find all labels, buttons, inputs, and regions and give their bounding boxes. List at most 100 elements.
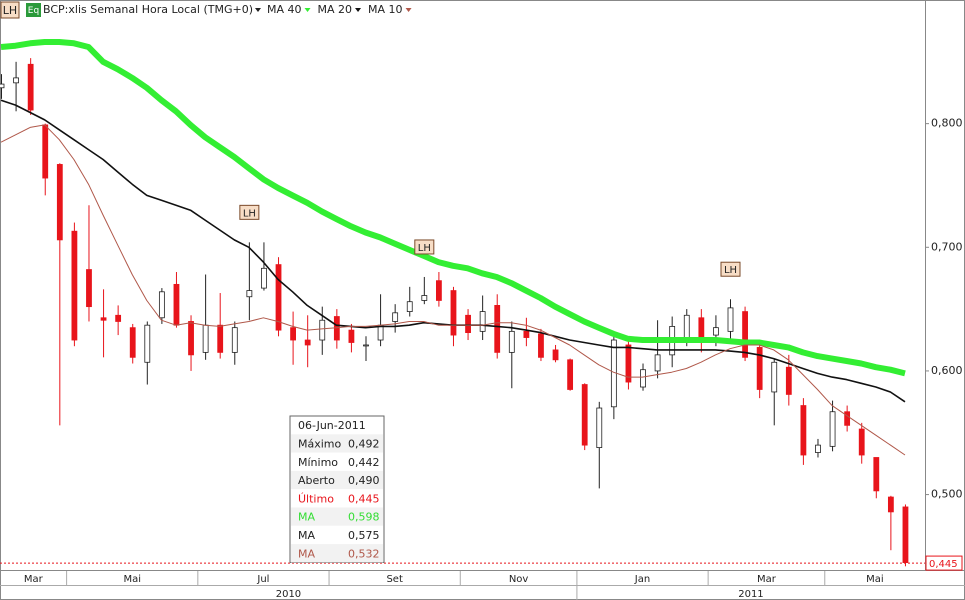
candle-body bbox=[815, 444, 821, 453]
moving-average-line bbox=[0, 124, 906, 456]
dropdown-arrow bbox=[304, 8, 311, 12]
tooltip-row bbox=[291, 489, 383, 508]
x-year-label: 2011 bbox=[738, 589, 763, 600]
tooltip-row bbox=[291, 507, 383, 526]
x-month-label: Mai bbox=[866, 574, 884, 585]
candle-body bbox=[144, 324, 151, 363]
candle-body bbox=[202, 324, 209, 353]
candle-body bbox=[348, 329, 355, 343]
candle-body bbox=[173, 283, 180, 326]
last-price-box bbox=[925, 555, 963, 571]
dropdown-arrow bbox=[405, 8, 412, 12]
legend-entry[interactable]: MA 40 bbox=[267, 3, 302, 16]
legend-entry[interactable]: MA 10 bbox=[368, 3, 403, 16]
x-year-label: 2010 bbox=[276, 589, 301, 600]
tooltip-row-name: MA bbox=[298, 529, 315, 542]
candle-body bbox=[86, 269, 92, 308]
candle-body bbox=[479, 311, 486, 332]
tooltip-row bbox=[291, 544, 383, 563]
candle-body bbox=[13, 77, 19, 84]
x-month-label: Set bbox=[386, 574, 403, 585]
tooltip-row-name: Mínimo bbox=[298, 456, 338, 469]
tooltip-date: 06-Jun-2011 bbox=[298, 419, 366, 432]
candle-body bbox=[275, 264, 282, 331]
candle-body bbox=[115, 314, 122, 322]
candle-body bbox=[129, 327, 136, 358]
moving-average-line bbox=[0, 39, 906, 377]
candle-body bbox=[421, 295, 428, 301]
candle-body bbox=[713, 327, 719, 336]
tooltip-row-value: 0,492 bbox=[348, 437, 380, 450]
candle-body bbox=[742, 311, 748, 358]
x-month-label: Jan bbox=[634, 574, 650, 585]
candle-body bbox=[42, 124, 49, 179]
candle-body bbox=[800, 405, 807, 456]
candle-body bbox=[465, 314, 471, 334]
tooltip-row bbox=[291, 470, 383, 490]
candle-body bbox=[581, 384, 588, 446]
candle-body bbox=[625, 344, 632, 383]
tooltip-row-value: 0,445 bbox=[348, 492, 380, 505]
eq-icon-label: Eq bbox=[28, 6, 39, 16]
candle-body bbox=[785, 366, 792, 395]
candles bbox=[0, 58, 909, 567]
legend-entry[interactable]: MA 20 bbox=[318, 3, 353, 16]
tooltip-row-value: 0,442 bbox=[348, 456, 380, 469]
candle-body bbox=[640, 369, 646, 388]
x-month-label: Mai bbox=[123, 574, 141, 585]
candle-body bbox=[523, 330, 530, 338]
tooltip-row-name: Último bbox=[298, 492, 334, 505]
lh-button[interactable] bbox=[0, 1, 20, 19]
candle-body bbox=[217, 324, 224, 353]
candle-body bbox=[902, 506, 909, 563]
y-tick-label: 0,500 bbox=[931, 488, 963, 501]
candle-body bbox=[508, 330, 515, 353]
candle-body bbox=[246, 290, 253, 298]
candle-body bbox=[450, 290, 457, 336]
tooltip-row-name: MA bbox=[298, 547, 315, 560]
annotation-label: LH bbox=[418, 243, 431, 254]
candle-body bbox=[858, 428, 865, 456]
candle-body bbox=[319, 319, 326, 341]
tooltip-row-value: 0,575 bbox=[348, 529, 380, 542]
chart-title[interactable]: BCP:xlis Semanal Hora Local (TMG+0) bbox=[43, 3, 253, 16]
tooltip-row-name: MA bbox=[298, 511, 315, 524]
candle-body bbox=[377, 324, 384, 341]
candle-body bbox=[567, 359, 574, 390]
dropdown-arrow bbox=[355, 8, 362, 12]
tooltip-row bbox=[291, 434, 383, 453]
annotation-box bbox=[414, 239, 435, 255]
candle-body bbox=[844, 411, 851, 426]
tooltip-row bbox=[291, 525, 383, 545]
candle-body bbox=[0, 83, 5, 89]
candle-body bbox=[56, 164, 63, 241]
candle-body bbox=[406, 301, 413, 312]
candle-body bbox=[231, 327, 238, 353]
annotation-box bbox=[239, 204, 260, 220]
candle-body bbox=[698, 317, 705, 338]
y-tick-label: 0,700 bbox=[931, 240, 963, 253]
lh-button-label: LH bbox=[3, 4, 17, 17]
candle-body bbox=[727, 307, 734, 332]
candle-body bbox=[494, 305, 501, 353]
x-month-label: Mar bbox=[757, 574, 777, 585]
candle-body bbox=[873, 457, 880, 492]
candle-body bbox=[392, 312, 399, 322]
candle-body bbox=[304, 339, 311, 346]
candle-body bbox=[363, 344, 369, 347]
tooltip-row bbox=[291, 452, 383, 471]
candle-body bbox=[100, 317, 107, 321]
candle-body bbox=[27, 63, 34, 111]
candle-body bbox=[188, 321, 194, 356]
candle-body bbox=[756, 347, 763, 390]
candle-body bbox=[71, 230, 78, 341]
y-tick-label: 0,800 bbox=[931, 117, 963, 130]
candle-body bbox=[290, 327, 297, 341]
tooltip-row-name: Máximo bbox=[298, 437, 342, 450]
x-month-label: Nov bbox=[509, 574, 529, 585]
x-month-label: Jul bbox=[256, 574, 269, 585]
candle-body bbox=[435, 280, 442, 301]
candle-body bbox=[596, 407, 603, 448]
eq-icon[interactable] bbox=[26, 3, 41, 17]
